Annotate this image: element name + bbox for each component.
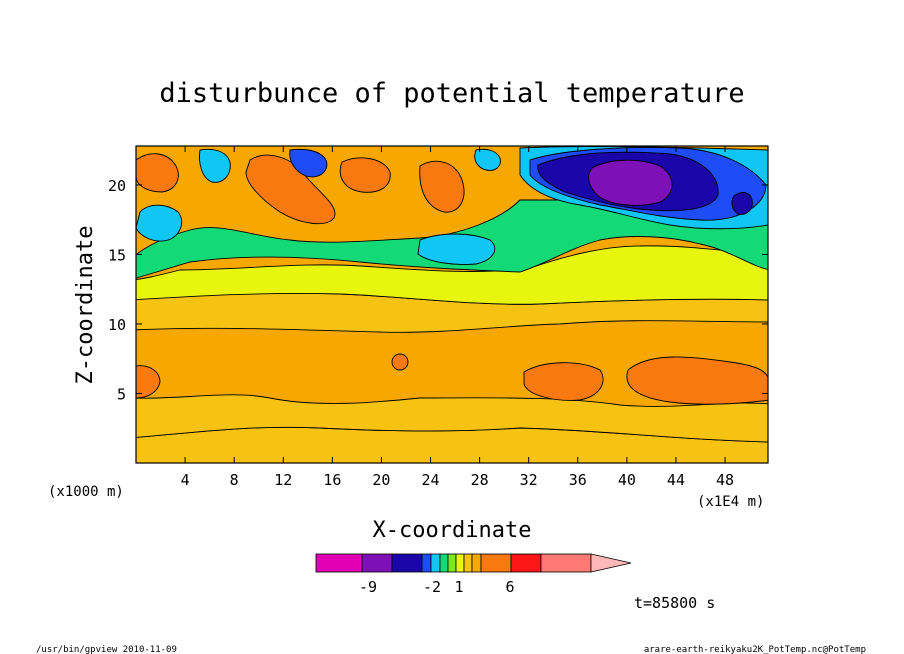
chart-title: disturbunce of potential temperature [159,78,744,109]
time-label: t=85800 s [634,594,715,612]
colorbar-cell [447,553,457,573]
contour-upper-yellow [136,245,768,305]
contour-orange-cell-a [245,154,336,225]
x-unit-label: (x1E4 m) [697,494,764,510]
colorbar-cell [430,553,441,573]
footer-right: arare-earth-reikyaku2K_PotTemp.nc@PotTem… [644,645,866,654]
contour-cyan-left [136,204,182,242]
colorbar-tick-label: -2 [423,578,441,596]
colorbar-extend-arrow [590,553,632,573]
colorbar-cell [510,553,542,573]
x-tick-label: 32 [520,471,538,489]
footer-left: /usr/bin/gpview 2010-11-09 [36,645,177,654]
x-tick-label: 40 [618,471,636,489]
colorbar-tick-label: 1 [454,578,463,596]
plot-area [135,145,769,464]
x-tick-label: 4 [181,471,190,489]
y-axis: 5 10 15 20 [108,177,768,403]
x-tick-label: 28 [471,471,489,489]
contour-cyan-mid [417,233,496,265]
colorbar-cell [439,553,449,573]
x-tick-label: 44 [667,471,685,489]
contour-blue-top-b [289,148,328,178]
colorbar [315,553,632,573]
colorbar-cell [455,553,465,573]
x-tick-label: 16 [323,471,341,489]
plot-frame [135,145,769,464]
z-unit-label: (x1000 m) [48,484,124,500]
x-tick-label: 24 [421,471,439,489]
contour-orange-cell-c [419,160,465,213]
colorbar-cell [361,553,393,573]
y-tick-label: 5 [117,385,126,403]
contour-layers [136,146,768,463]
x-tick-label: 8 [230,471,239,489]
contour-purple-right [588,159,673,206]
contour-orange-dot [391,353,409,371]
x-tick-label: 12 [274,471,292,489]
y-axis-label: Z-coordinate [73,226,98,385]
x-axis-label: X-coordinate [373,518,532,543]
x-axis: 4 8 12 16 20 24 28 32 36 40 44 48 [181,146,734,489]
colorbar-cell [480,553,512,573]
x-tick-label: 36 [569,471,587,489]
contour-cyan-top-a [199,148,231,183]
contour-orange-cell-b [339,157,391,193]
colorbar-cell [471,553,482,573]
contour-orange-left-low [136,365,161,399]
colorbar-tick-label: -9 [359,578,377,596]
y-tick-label: 15 [108,246,126,264]
colorbar-labels: -9 -2 1 6 [359,578,515,596]
contour-orange-mid-low [523,362,604,401]
y-tick-label: 10 [108,316,126,334]
colorbar-cell [463,553,473,573]
colorbar-cell [421,553,432,573]
contour-orange-right-low [626,356,768,405]
colorbar-cell [315,553,363,573]
colorbar-cell [391,553,423,573]
colorbar-cell [540,553,592,573]
colorbar-tick-label: 6 [505,578,514,596]
x-tick-label: 20 [372,471,390,489]
x-tick-label: 48 [716,471,734,489]
contour-orange-topleft [136,153,179,193]
y-tick-label: 20 [108,177,126,195]
contour-cyan-top-c [474,148,501,171]
contour-navy-small [731,192,753,215]
